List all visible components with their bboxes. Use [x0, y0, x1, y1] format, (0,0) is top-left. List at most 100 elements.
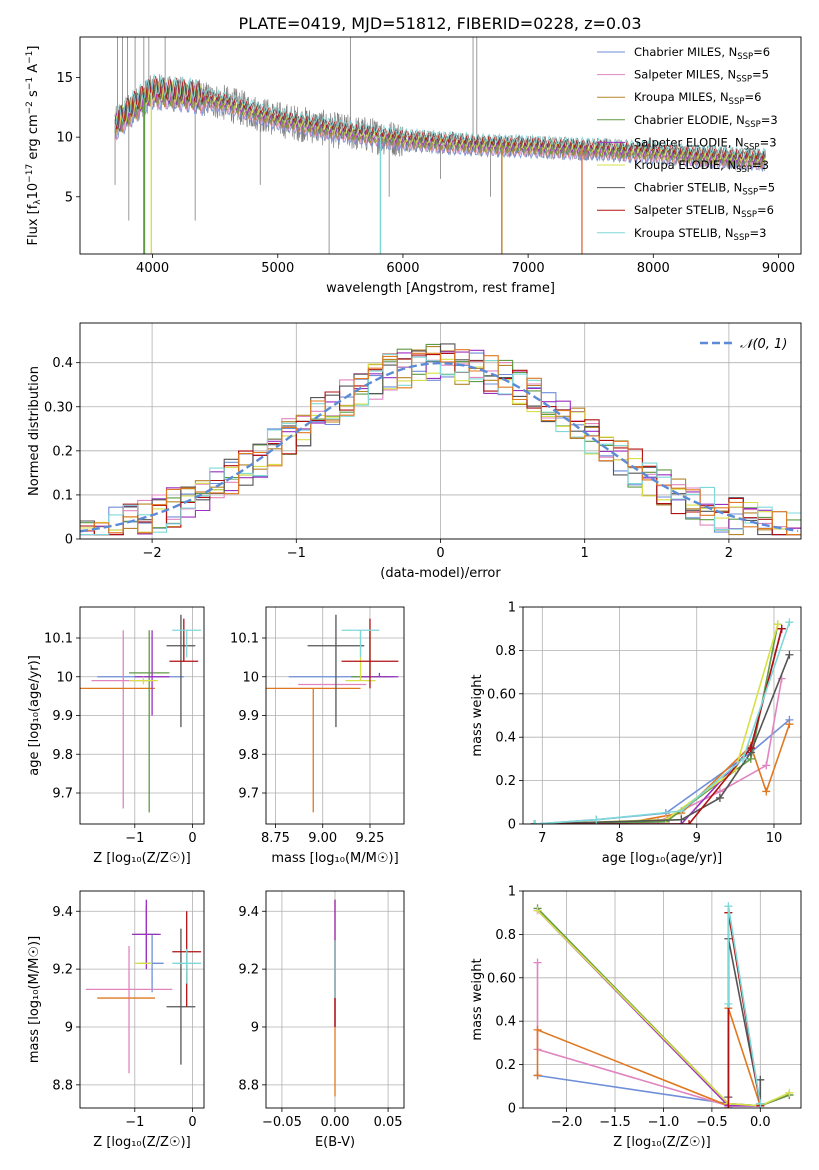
y-tick-label: 0: [508, 818, 516, 833]
data-point: [266, 687, 361, 813]
data-point: [166, 614, 196, 728]
y-tick-label: 0.2: [495, 1058, 516, 1073]
series-marker: [685, 820, 694, 824]
y-axis-label-part: λ: [33, 199, 43, 205]
x-axis-label: Z [log₁₀(Z/Z☉)]: [613, 1135, 710, 1150]
legend-label-tail: =3: [752, 158, 769, 172]
series-line: [727, 906, 762, 1104]
series-marker: [762, 787, 771, 796]
legend-label-sub: SSP: [737, 52, 753, 62]
series-line: [534, 624, 779, 824]
y-tick-label: 0.4: [495, 1015, 516, 1030]
legend-label-tail: =3: [760, 135, 777, 149]
y-axis-label: mass [log₁₀(M/M☉)]: [27, 936, 42, 1063]
y-tick-label: 0: [65, 533, 73, 548]
data-point: [91, 630, 155, 809]
legend-label: Salpeter ELODIE, NSSP=3: [634, 135, 777, 152]
x-tick-label: −1: [125, 831, 144, 846]
legend-label-sub: SSP: [729, 97, 745, 107]
plot-area: [523, 607, 801, 824]
axes-age-vs-mass: 8.75 9.00 9.25 9.7 9.8 9.9 10 10.1 mass [log₁₀(M…: [230, 606, 405, 866]
series-line: [534, 621, 791, 824]
data-point: [172, 629, 202, 658]
series-marker: [756, 1099, 765, 1108]
axes-spectrum: 4000 5000 6000 7000 8000 9000 5 10 15 wavelength …: [25, 36, 802, 296]
series-marker: [777, 624, 786, 633]
series-marker: [530, 820, 539, 824]
y-tick-label: 1: [508, 885, 516, 900]
legend-label-main: Salpeter ELODIE, N: [634, 135, 744, 149]
legend-label-sub: SSP: [742, 188, 758, 198]
legend-label-tail: =3: [749, 226, 766, 240]
y-tick-label: 10.1: [44, 632, 73, 647]
legend-label: Chabrier ELODIE, NSSP=3: [634, 113, 778, 130]
axes-age-vs-Z: −1 0 9.7 9.8 9.9 10 10.1 Z [log₁₀(Z/Z☉)] age [lo…: [27, 606, 205, 866]
series-marker: [715, 793, 724, 802]
axes-mass-weight-vs-Z: −2.0 −1.5 −1.0 −0.5 0.0 0 0.2 0.4 0.60 0.8 1 Z [log…: [470, 885, 802, 1150]
y-axis-label-part: −17: [25, 164, 35, 183]
y-axis-label-part: −2: [25, 101, 35, 114]
data-point: [172, 948, 202, 984]
series-marker: [533, 1071, 542, 1080]
y-tick-label: 9.4: [238, 905, 259, 920]
legend-label: 𝒩(0, 1): [740, 337, 787, 352]
x-tick-label: 8000: [637, 261, 670, 276]
y-axis-label-part: −1: [25, 51, 35, 64]
x-tick-label: 7000: [512, 261, 545, 276]
axes-frame: [79, 322, 802, 540]
y-tick-label: 0.4: [495, 731, 516, 746]
axes-frame: [79, 36, 802, 255]
series-marker: [677, 806, 686, 815]
axes-residual-histogram: −2 −1 0 1 2 0 0.1 0.2 0.30 0.4 (data-model)/error N…: [27, 322, 802, 581]
x-axis-label: wavelength [Angstrom, rest frame]: [326, 281, 555, 296]
y-tick-label: 9.8: [52, 748, 73, 763]
x-tick-label: 0: [188, 1115, 196, 1130]
y-tick-label: 1: [508, 601, 516, 616]
histogram-step: [80, 346, 801, 536]
y-tick-label: 8.8: [52, 1078, 73, 1093]
x-tick-label: 9.25: [355, 831, 384, 846]
y-tick-label: 0.8: [495, 928, 516, 943]
y-axis-label-part: ]: [26, 46, 41, 51]
x-tick-label: −1: [287, 546, 306, 561]
x-tick-label: 10: [766, 831, 783, 846]
x-tick-label: 4000: [136, 261, 169, 276]
axes-frame: [265, 606, 405, 825]
legend-label-tail: =6: [744, 90, 761, 104]
series-line: [534, 654, 791, 824]
legend-label-tail: =6: [753, 45, 770, 59]
x-tick-label: 9000: [762, 261, 795, 276]
y-tick-label: 10: [56, 131, 73, 146]
y-tick-label: 9.8: [238, 748, 259, 763]
y-tick-label: 9.4: [52, 905, 73, 920]
data-point: [131, 899, 161, 970]
series-marker: [677, 815, 686, 824]
legend-label: Kroupa STELIB, NSSP=3: [634, 226, 766, 243]
x-tick-label: 0.0: [750, 1115, 771, 1130]
y-axis-label-part: 10: [26, 183, 41, 200]
y-axis-label: Normed distribution: [27, 366, 42, 496]
series-marker: [739, 754, 748, 763]
x-tick-label: 8: [615, 831, 623, 846]
series-marker: [785, 720, 794, 729]
data-point: [360, 672, 399, 678]
y-tick-label: 0.2: [52, 444, 73, 459]
y-axis-label-part: erg cm: [26, 114, 41, 163]
x-tick-label: 5000: [261, 261, 294, 276]
x-tick-label: −2: [143, 546, 162, 561]
axes-mass-weight-vs-age: 7 8 9 10 0 0.2 0.4 0.60 0.8 1 age [log₁₀(age/yr)] m…: [470, 601, 802, 866]
x-tick-label: 0.05: [374, 1115, 403, 1130]
x-tick-label: 0: [436, 546, 444, 561]
y-tick-label: 10: [56, 670, 73, 685]
series-marker: [533, 958, 542, 967]
plot-area: [523, 891, 801, 1108]
y-axis-label-part: −1: [25, 77, 35, 90]
legend-label: Salpeter STELIB, NSSP=6: [634, 203, 774, 220]
y-tick-label: 9.9: [52, 709, 73, 724]
y-tick-label: 0.8: [495, 644, 516, 659]
series-marker: [724, 902, 733, 911]
y-tick-label: 10: [242, 670, 259, 685]
x-axis-label: mass [log₁₀(M/M☉)]: [271, 851, 398, 866]
axes-frame: [79, 890, 205, 1109]
